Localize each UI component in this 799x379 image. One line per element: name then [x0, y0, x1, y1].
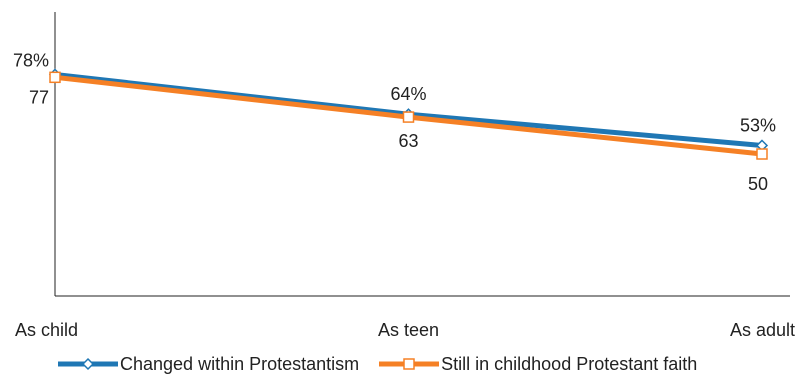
x-tick-label-1: As teen	[378, 320, 439, 340]
series-1-point-0	[49, 71, 61, 84]
series-1-point-1	[402, 111, 415, 123]
data-label-series-1-0: 77	[29, 87, 49, 107]
data-label-series-0-1: 64%	[390, 84, 426, 104]
legend-label-still: Still in childhood Protestant faith	[441, 353, 698, 374]
legend: Changed within Protestantism Still in ch…	[58, 352, 717, 376]
x-tick-labels: As child As teen As adult	[15, 320, 795, 340]
legend-item-still-in-childhood-faith: Still in childhood Protestant faith	[379, 354, 697, 375]
series-1-point-2	[756, 148, 768, 160]
legend-label-changed: Changed within Protestantism	[120, 353, 360, 374]
legend-item-changed-within-protestantism: Changed within Protestantism	[58, 354, 359, 375]
data-label-series-0-2: 53%	[740, 115, 776, 135]
diamond-line-marker-icon	[58, 357, 118, 371]
x-tick-label-0: As child	[15, 320, 78, 340]
data-label-series-1-2: 50	[748, 174, 768, 194]
x-tick-label-2: As adult	[730, 320, 795, 340]
data-label-series-1-1: 63	[398, 131, 418, 151]
data-label-series-0-0: 78%	[13, 50, 49, 70]
series-layer: 78% 64% 53% 77 63 50	[13, 50, 776, 194]
square-line-marker-icon	[379, 358, 440, 370]
